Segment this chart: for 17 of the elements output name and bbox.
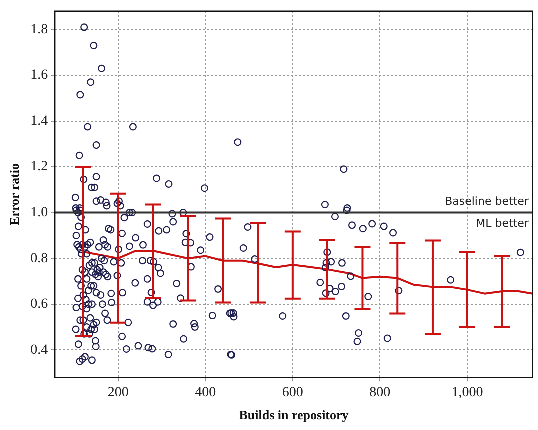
y-tick-label: 1.4: [30, 114, 48, 129]
x-tick-label: 1,000: [452, 386, 484, 401]
x-tick-label: 600: [282, 386, 304, 401]
x-axis-title: Builds in repository: [239, 408, 350, 423]
y-tick-label: 0.4: [30, 342, 48, 358]
annotation: Baseline better: [445, 195, 530, 208]
y-tick-label: 1.6: [30, 68, 48, 84]
y-tick-label: 1.8: [30, 22, 48, 38]
y-tick-label: 0.8: [30, 251, 48, 266]
x-tick-label: 400: [195, 386, 216, 401]
x-tick-label: 800: [370, 386, 391, 401]
y-tick-label: 1.0: [30, 205, 48, 220]
y-tick-label: 0.6: [30, 297, 48, 312]
annotation: ML better: [476, 217, 530, 230]
y-axis-title: Error ratio: [7, 164, 22, 226]
y-tick-label: 1.2: [30, 160, 48, 175]
x-tick-label: 200: [108, 386, 129, 401]
